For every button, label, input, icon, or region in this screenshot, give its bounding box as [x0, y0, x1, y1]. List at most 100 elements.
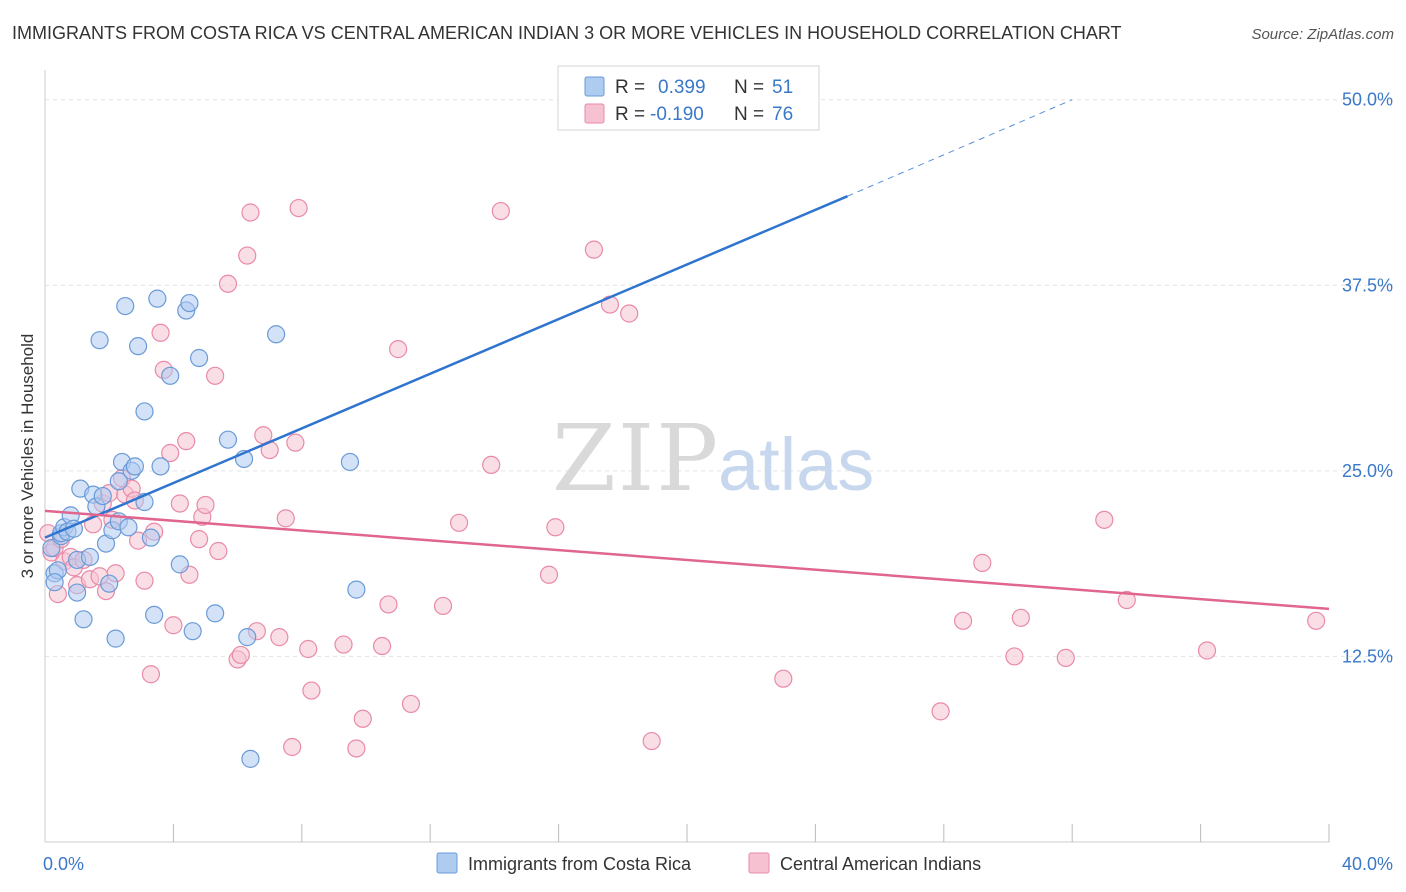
blue-point-12 — [74, 610, 93, 629]
pink-point-35 — [196, 495, 215, 515]
trend-line-central-american-indians — [44, 509, 1330, 611]
pink-point-38 — [218, 274, 238, 293]
blue-point-9 — [67, 583, 87, 602]
pink-point-53 — [334, 635, 353, 654]
y-tick-label-0: 12.5% — [1342, 646, 1393, 666]
legend-swatch-pink — [584, 103, 605, 124]
pink-point-76 — [1056, 648, 1075, 668]
blue-point-16 — [90, 331, 109, 350]
blue-point-28 — [125, 457, 144, 476]
blue-point-40 — [183, 622, 202, 641]
blue-point-37 — [170, 555, 189, 574]
pink-point-61 — [449, 513, 469, 532]
pink-point-47 — [276, 509, 295, 528]
grid-lines — [45, 99, 1393, 657]
watermark-zip: ZIP — [552, 405, 720, 512]
blue-point-36 — [161, 366, 180, 385]
pink-point-65 — [546, 518, 565, 537]
y-tick-labels: 12.5% 25.0% 37.5% 50.0% — [1342, 90, 1393, 667]
legend-r-label-1: R = — [615, 77, 645, 98]
pink-point-68 — [620, 304, 639, 323]
bottom-legend-swatch-pink — [748, 852, 770, 874]
blue-point-41 — [189, 348, 209, 368]
pink-point-51 — [299, 639, 318, 659]
trend-line-costa-rica — [44, 195, 848, 539]
legend-swatch-blue — [584, 76, 605, 97]
pink-point-49 — [286, 433, 305, 452]
pink-point-64 — [539, 565, 559, 584]
pink-point-52 — [302, 681, 321, 700]
legend-n-label-1: N = — [734, 77, 764, 98]
x-tick-label-0: 0.0% — [43, 854, 84, 874]
pink-point-80 — [1307, 611, 1326, 630]
legend-box: R = 0.399 N = 51 R = -0.190 N = 76 — [557, 65, 820, 131]
y-tick-label-1: 25.0% — [1342, 461, 1393, 481]
pink-point-40 — [231, 645, 250, 665]
blue-point-35 — [151, 457, 170, 476]
y-tick-label-3: 50.0% — [1342, 90, 1393, 110]
blue-point-22 — [109, 472, 128, 491]
bottom-legend-label-blue: Immigrants from Costa Rica — [468, 854, 692, 874]
blue-point-46 — [241, 749, 260, 768]
pink-point-36 — [209, 541, 228, 561]
y-tick-label-2: 37.5% — [1342, 275, 1393, 295]
pink-point-75 — [1011, 608, 1030, 627]
bottom-legend: Immigrants from Costa Rica Central Ameri… — [436, 852, 981, 874]
pink-point-48 — [283, 737, 302, 757]
blue-point-47 — [267, 325, 286, 344]
chart-source: Source: ZipAtlas.com — [1251, 26, 1394, 43]
blue-point-21 — [106, 629, 125, 648]
blue-point-32 — [141, 528, 161, 547]
chart-title: IMMIGRANTS FROM COSTA RICA VS CENTRAL AM… — [12, 23, 1122, 43]
pink-point-66 — [584, 240, 604, 259]
pink-point-56 — [372, 636, 392, 656]
watermark-atlas: atlas — [718, 423, 874, 506]
pink-point-62 — [482, 455, 501, 475]
blue-point-34 — [148, 289, 167, 308]
pink-point-23 — [135, 571, 154, 590]
blue-point-50 — [45, 573, 64, 592]
blue-point-48 — [340, 452, 360, 472]
pink-point-55 — [353, 709, 372, 728]
pink-point-59 — [401, 694, 421, 714]
legend-r-label-2: R = — [615, 104, 645, 125]
pink-point-79 — [1197, 641, 1217, 660]
watermark: ZIP atlas — [552, 405, 874, 512]
blue-point-29 — [128, 337, 148, 356]
pink-point-24 — [141, 665, 161, 684]
blue-point-19 — [100, 574, 119, 593]
pink-point-78 — [1117, 590, 1136, 610]
bottom-legend-label-pink: Central American Indians — [780, 854, 981, 874]
x-tick-label-1: 40.0% — [1342, 854, 1393, 874]
blue-point-25 — [116, 296, 135, 316]
blue-point-39 — [180, 293, 199, 313]
legend-r-value-1: 0.399 — [658, 77, 706, 98]
pink-point-57 — [379, 595, 398, 614]
pink-point-74 — [1005, 647, 1024, 666]
blue-point-33 — [145, 605, 164, 624]
pink-point-41 — [238, 246, 257, 265]
pink-point-63 — [491, 201, 510, 221]
axes — [44, 70, 1330, 843]
pink-point-50 — [289, 198, 308, 218]
pink-point-73 — [973, 553, 992, 572]
trend-line-costa-rica-extension — [847, 99, 1073, 197]
pink-point-29 — [164, 616, 183, 635]
legend-r-value-2: -0.190 — [650, 104, 704, 125]
pink-point-31 — [177, 432, 196, 451]
pink-point-26 — [151, 323, 170, 342]
pink-point-46 — [270, 628, 289, 647]
blue-point-42 — [206, 604, 225, 623]
x-tick-labels: 0.0% 40.0% — [43, 854, 1393, 874]
pink-point-28 — [161, 443, 180, 463]
blue-point-43 — [218, 430, 238, 449]
y-axis-title: 3 or more Vehicles in Household — [18, 334, 37, 579]
legend-n-value-2: 76 — [772, 104, 793, 125]
pink-point-69 — [642, 731, 661, 751]
legend-n-label-2: N = — [734, 104, 764, 125]
pink-point-58 — [389, 340, 408, 359]
pink-point-42 — [241, 203, 260, 222]
pink-point-30 — [170, 494, 189, 513]
blue-point-13 — [80, 547, 100, 567]
